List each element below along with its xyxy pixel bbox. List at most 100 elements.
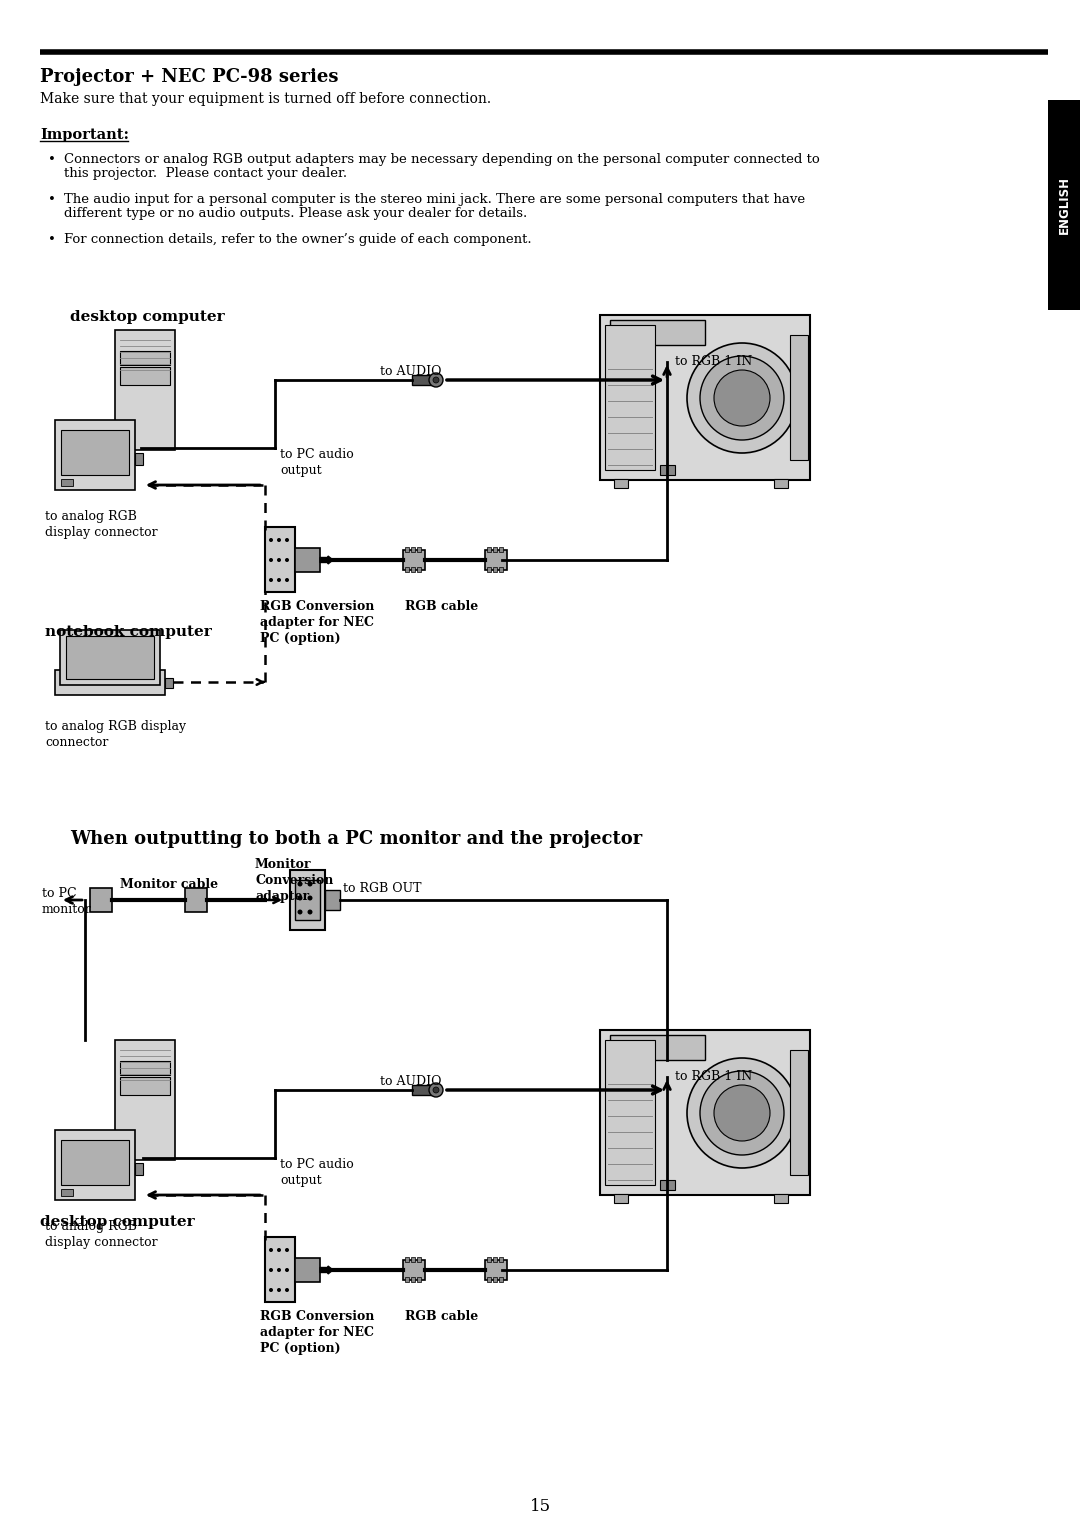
Circle shape (276, 1248, 281, 1251)
Circle shape (308, 909, 312, 914)
Bar (789, 1050, 808, 1175)
Bar (417, 1258, 421, 1262)
Bar (774, 1193, 788, 1203)
Bar (411, 1258, 415, 1262)
Circle shape (276, 1288, 281, 1293)
Circle shape (285, 578, 289, 582)
Bar (295, 880, 320, 920)
Text: to PC audio
output: to PC audio output (280, 1158, 354, 1187)
Bar (774, 478, 788, 487)
Text: Monitor
Conversion
adapter: Monitor Conversion adapter (255, 859, 334, 903)
Bar (405, 567, 409, 571)
Bar (135, 1163, 143, 1175)
Text: to PC
monitor: to PC monitor (42, 886, 92, 915)
Circle shape (297, 882, 302, 886)
Bar (165, 678, 173, 688)
Text: desktop computer: desktop computer (70, 310, 225, 324)
Circle shape (429, 373, 443, 387)
Circle shape (276, 1268, 281, 1271)
Text: Connectors or analog RGB output adapters may be necessary depending on the perso: Connectors or analog RGB output adapters… (64, 153, 820, 167)
Bar (417, 567, 421, 571)
Bar (492, 567, 497, 571)
FancyArrow shape (320, 1267, 333, 1274)
Bar (55, 1131, 135, 1199)
Bar (487, 1277, 491, 1282)
Circle shape (297, 895, 302, 900)
Bar (185, 888, 207, 912)
Circle shape (308, 895, 312, 900)
Circle shape (429, 1083, 443, 1097)
Bar (615, 1193, 627, 1203)
Bar (60, 478, 73, 486)
Circle shape (269, 578, 273, 582)
Text: RGB Conversion
adapter for NEC
PC (option): RGB Conversion adapter for NEC PC (optio… (260, 601, 375, 645)
Text: RGB Conversion
adapter for NEC
PC (option): RGB Conversion adapter for NEC PC (optio… (260, 1309, 375, 1355)
Bar (499, 1258, 503, 1262)
Text: RGB cable: RGB cable (405, 601, 478, 613)
Text: When outputting to both a PC monitor and the projector: When outputting to both a PC monitor and… (70, 830, 643, 848)
FancyArrow shape (320, 556, 333, 564)
Bar (487, 1258, 491, 1262)
Bar (120, 1154, 129, 1158)
Circle shape (269, 558, 273, 562)
Bar (265, 1238, 295, 1302)
Bar (120, 1077, 170, 1096)
Bar (492, 1258, 497, 1262)
Bar (417, 547, 421, 552)
Bar (411, 567, 415, 571)
Circle shape (714, 1085, 770, 1141)
Bar (265, 527, 295, 591)
Bar (403, 550, 426, 570)
Circle shape (269, 538, 273, 542)
Circle shape (285, 538, 289, 542)
Bar (405, 547, 409, 552)
Text: to PC audio
output: to PC audio output (280, 448, 354, 477)
Circle shape (285, 1248, 289, 1251)
Bar (487, 547, 491, 552)
Bar (55, 669, 165, 695)
Bar (605, 1041, 654, 1186)
Circle shape (687, 1057, 797, 1167)
Text: to analog RGB
display connector: to analog RGB display connector (45, 510, 158, 539)
Text: ENGLISH: ENGLISH (1057, 176, 1070, 234)
Bar (600, 1030, 810, 1195)
Circle shape (700, 1071, 784, 1155)
Bar (405, 1277, 409, 1282)
Bar (610, 1034, 705, 1060)
Bar (120, 1140, 132, 1152)
Circle shape (269, 1268, 273, 1271)
Bar (60, 630, 160, 685)
Bar (499, 547, 503, 552)
Bar (60, 1189, 73, 1196)
Text: Important:: Important: (40, 128, 129, 142)
Bar (789, 335, 808, 460)
Bar (492, 547, 497, 552)
Bar (499, 567, 503, 571)
Bar (120, 367, 170, 385)
Circle shape (297, 909, 302, 914)
Bar (411, 374, 434, 385)
Circle shape (276, 578, 281, 582)
Bar (485, 1261, 507, 1280)
Bar (487, 567, 491, 571)
Bar (499, 1277, 503, 1282)
Circle shape (276, 538, 281, 542)
Circle shape (714, 370, 770, 426)
Circle shape (285, 1268, 289, 1271)
Circle shape (433, 1086, 438, 1093)
Bar (295, 549, 320, 571)
Circle shape (269, 1248, 273, 1251)
Bar (55, 420, 135, 490)
Bar (60, 1140, 129, 1186)
Bar (411, 1277, 415, 1282)
Text: RGB cable: RGB cable (405, 1309, 478, 1323)
Bar (405, 1258, 409, 1262)
Bar (60, 429, 129, 475)
Bar (615, 478, 627, 487)
Text: For connection details, refer to the owner’s guide of each component.: For connection details, refer to the own… (64, 232, 531, 246)
Text: to analog RGB display
connector: to analog RGB display connector (45, 720, 186, 749)
Bar (90, 888, 112, 912)
Circle shape (276, 558, 281, 562)
Bar (120, 1060, 170, 1076)
Text: The audio input for a personal computer is the stereo mini jack. There are some : The audio input for a personal computer … (64, 193, 805, 206)
